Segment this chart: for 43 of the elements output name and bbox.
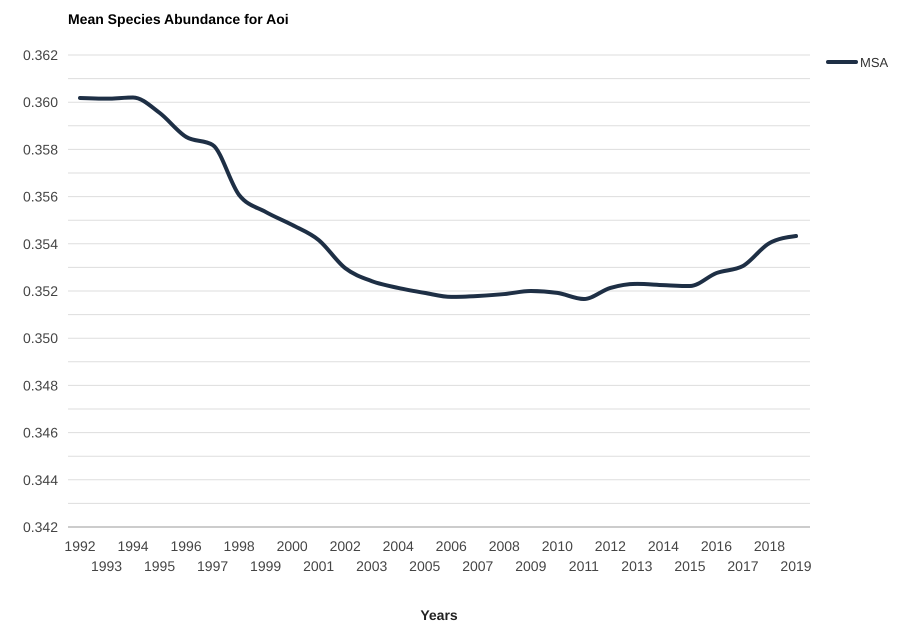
x-tick-label: 2018 — [754, 538, 786, 554]
x-axis-title: Years — [420, 607, 458, 623]
x-tick-label: 1992 — [64, 538, 96, 554]
x-tick-label: 2000 — [276, 538, 308, 554]
x-tick-label: 2011 — [568, 558, 600, 574]
x-tick-label: 2013 — [621, 558, 653, 574]
x-tick-label: 1994 — [117, 538, 149, 554]
x-tick-label: 2012 — [594, 538, 626, 554]
x-tick-label: 2009 — [515, 558, 547, 574]
y-tick-label: 0.358 — [22, 141, 58, 158]
x-tick-label: 1996 — [170, 538, 202, 554]
x-tick-label: 1997 — [197, 558, 228, 574]
x-tick-label: 1995 — [144, 558, 176, 574]
y-tick-label: 0.362 — [22, 47, 58, 63]
y-tick-label: 0.352 — [22, 283, 58, 299]
x-tick-label: 2003 — [356, 558, 388, 574]
x-tick-label: 2008 — [488, 538, 520, 554]
y-tick-label: 0.346 — [22, 424, 58, 441]
x-tick-label: 2015 — [674, 558, 706, 574]
y-tick-label: 0.344 — [22, 472, 58, 488]
y-tick-label: 0.350 — [22, 330, 58, 346]
x-tick-label: 2001 — [303, 558, 334, 574]
line-series — [78, 95, 798, 302]
y-tick-label: 0.356 — [22, 188, 58, 205]
x-tick-label: 2016 — [700, 538, 732, 554]
y-tick-label: 0.354 — [22, 236, 58, 252]
x-tick-label: 2019 — [780, 558, 812, 574]
x-tick-label: 2004 — [382, 538, 414, 554]
x-tick-label: 2017 — [727, 558, 759, 574]
x-tick-label: 1998 — [224, 538, 255, 554]
x-tick-label: 2006 — [436, 538, 468, 554]
x-tick-label: 2005 — [409, 558, 441, 574]
chart-title: Mean Species Abundance for Aoi — [68, 11, 289, 27]
x-tick-label: 2007 — [462, 558, 494, 574]
x-tick-label: 1999 — [250, 558, 282, 574]
y-tick-label: 0.360 — [22, 94, 58, 110]
x-tick-label: 2014 — [648, 538, 680, 554]
y-tick-label: 0.342 — [22, 519, 58, 535]
x-tick-label: 2002 — [330, 538, 361, 554]
legend-label: MSA — [860, 55, 888, 70]
x-tick-label: 2010 — [542, 538, 574, 554]
y-tick-label: 0.348 — [22, 377, 58, 394]
x-tick-label: 1993 — [90, 558, 122, 574]
